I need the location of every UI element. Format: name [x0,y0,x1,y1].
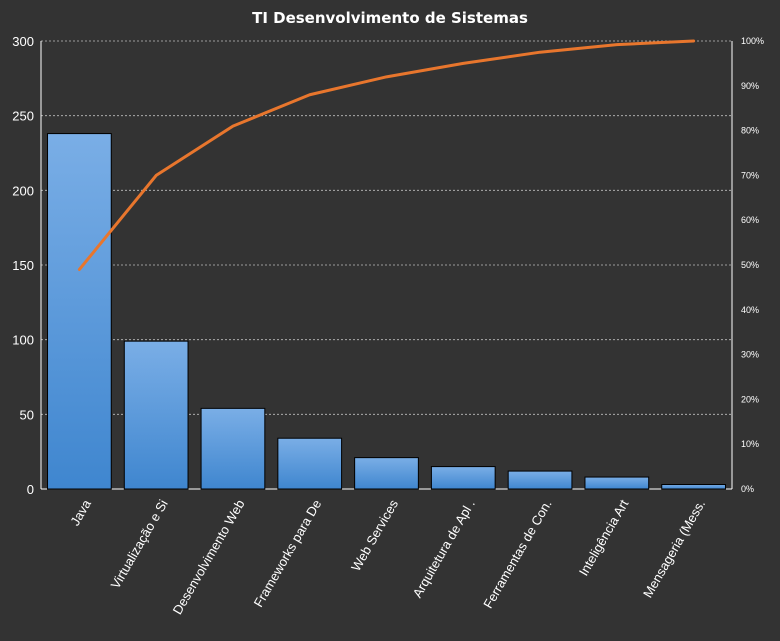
y-tick-label: 300 [12,34,34,49]
y-axis-primary: 0 50 100 150 200 250 300 [12,34,42,497]
y2-tick-label: 60% [741,215,759,225]
y-tick-label: 250 [12,109,34,124]
y2-tick-label: 90% [741,81,759,91]
bar [47,133,112,490]
x-category-label: Inteligência Art [576,497,632,579]
y-tick-label: 200 [12,183,34,198]
bar-series [47,133,726,490]
y2-tick-label: 0% [741,484,754,494]
y2-tick-label: 80% [741,126,759,136]
x-category-label: Frameworks para De [251,497,325,610]
y2-tick-label: 70% [741,170,759,180]
cumulative-line [77,39,696,271]
bar [123,340,189,490]
cumulative-line-series [77,39,696,271]
x-category-label: Web Services [348,497,401,574]
y-tick-label: 100 [12,333,34,348]
y-tick-label: 150 [12,258,34,273]
y2-tick-label: 10% [741,439,759,449]
bar [200,407,266,490]
y2-tick-label: 40% [741,305,759,315]
y2-tick-label: 30% [741,350,759,360]
x-category-label: Virtualização e Si [108,497,171,591]
x-category-label: Arquitetura de Apl . [410,497,478,600]
x-category-label: Ferramentas de Con. [480,497,554,611]
y-tick-label: 0 [27,482,34,497]
x-category-label: Desenvolvimento Web [170,497,248,617]
bar [661,484,726,490]
chart-title: TI Desenvolvimento de Sistemas [252,9,528,27]
x-category-label: Java [67,496,94,528]
y-tick-label: 50 [20,407,34,422]
bar [430,466,496,490]
y2-tick-label: 20% [741,394,759,404]
bar [354,457,419,490]
bar [277,437,343,490]
y2-tick-label: 50% [741,260,759,270]
x-category-label: Mensageria (Mess. [640,497,708,600]
bar [507,470,573,490]
y-axis-secondary: 0% 10% 20% 30% 40% 50% 60% 70% 80% 90% 100% [731,36,764,494]
y2-tick-label: 100% [741,36,764,46]
bar [584,476,650,490]
